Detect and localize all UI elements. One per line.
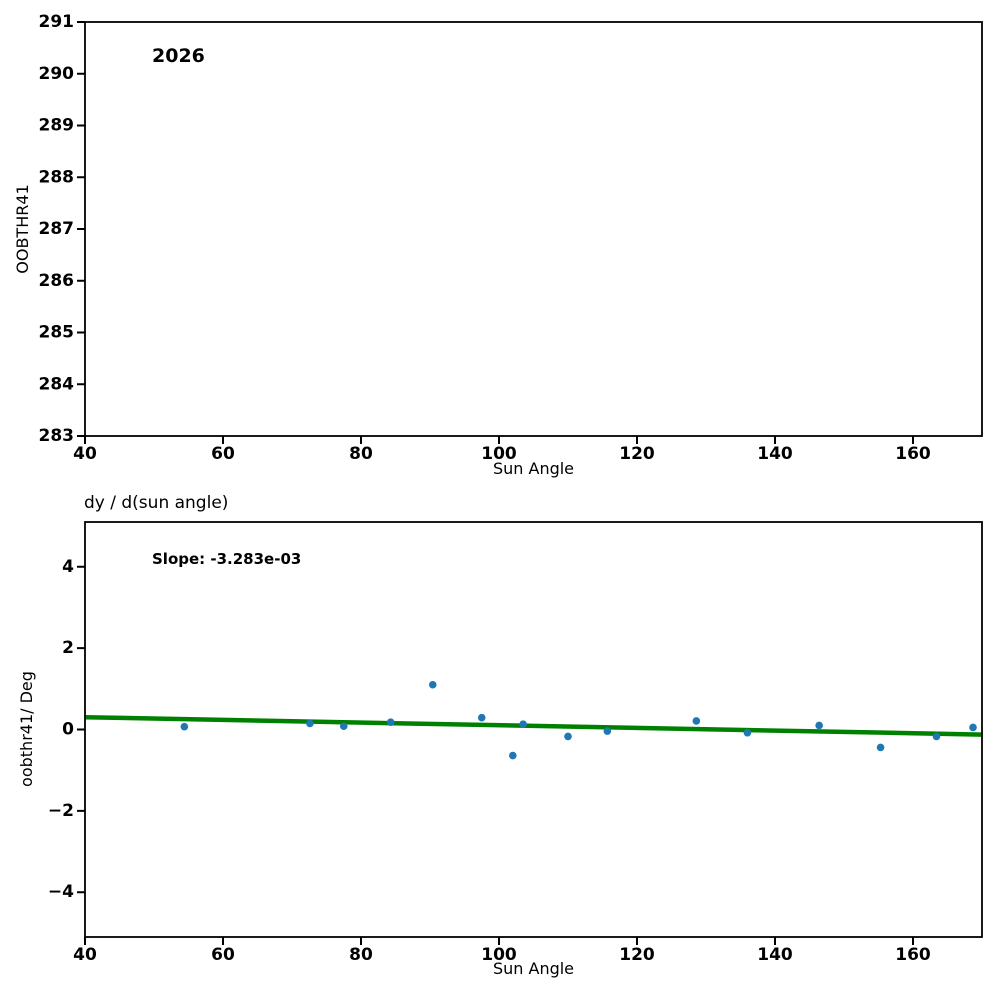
x-tick-label: 40 (73, 945, 97, 965)
scatter-point (969, 723, 977, 732)
scatter-point (743, 728, 752, 737)
x-tick-label: 60 (211, 444, 235, 464)
y-tick-label: 2 (62, 638, 74, 658)
x-tick-label: 160 (895, 945, 931, 965)
y-tick-label: −2 (48, 801, 74, 821)
scatter-point (815, 721, 823, 730)
y-tick-label: 290 (39, 64, 75, 84)
scatter-point (603, 727, 612, 735)
y-tick-label: −4 (48, 882, 74, 902)
top-yaxis-label: OOBTHR41 (13, 184, 33, 274)
y-tick-label: 288 (39, 167, 75, 187)
y-tick-label: 0 (62, 720, 74, 740)
trend-line (84, 714, 983, 737)
x-tick-label: 100 (481, 444, 517, 464)
scatter-point (428, 680, 437, 689)
top-xaxis-label: Sun Angle (492, 459, 575, 478)
scatter-point (339, 722, 348, 731)
x-tick-label: 80 (349, 945, 373, 965)
bottom-xaxis-label: Sun Angle (492, 959, 575, 978)
y-tick-label: 4 (62, 557, 74, 577)
plot-border (84, 21, 983, 437)
y-tick-label: 283 (39, 426, 75, 446)
scatter-point (306, 719, 314, 728)
x-tick-label: 60 (211, 945, 235, 965)
year-annotation: 2026 (152, 45, 205, 67)
bottom-chart-title: dy / d(sun angle) (84, 493, 229, 513)
y-tick-label: 285 (39, 323, 75, 343)
scatter-point (692, 717, 701, 725)
x-tick-label: 100 (481, 945, 517, 965)
x-tick-label: 160 (895, 444, 931, 464)
x-tick-label: 140 (757, 945, 793, 965)
scatter-point (180, 722, 189, 731)
scatter-point (477, 713, 486, 722)
y-tick-label: 286 (39, 271, 75, 291)
y-tick-label: 291 (39, 12, 75, 32)
slope-annotation: Slope: -3.283e-03 (152, 550, 302, 568)
bottom-yaxis-label: oobthr41/ Deg (17, 671, 37, 787)
x-tick-label: 40 (73, 444, 97, 464)
top-chart: 40 60 80 100 120 140 160 283 284 285 286 287 288 289 2… (39, 12, 983, 464)
scatter-point (386, 718, 395, 726)
scatter-point (509, 751, 517, 760)
scatter-point (564, 732, 572, 741)
x-tick-label: 120 (619, 444, 655, 464)
x-tick-label: 80 (349, 444, 373, 464)
x-tick-label: 140 (757, 444, 793, 464)
y-tick-label: 289 (39, 116, 75, 136)
scatter-point (519, 720, 527, 729)
bottom-chart: 40 60 80 100 120 140 160 −4 −2 0 2 4 (48, 521, 983, 965)
y-tick-label: 284 (39, 374, 75, 394)
x-tick-label: 120 (619, 945, 655, 965)
scatter-point (876, 743, 885, 752)
scatter-point (932, 732, 941, 741)
y-tick-label: 287 (39, 219, 75, 239)
plot-border (84, 521, 983, 938)
